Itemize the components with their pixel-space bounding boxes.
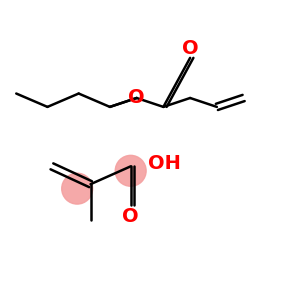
Text: OH: OH	[148, 154, 181, 173]
Text: O: O	[122, 207, 139, 226]
Circle shape	[115, 155, 146, 186]
Text: O: O	[128, 88, 145, 107]
Circle shape	[62, 173, 93, 204]
Text: O: O	[182, 39, 198, 58]
